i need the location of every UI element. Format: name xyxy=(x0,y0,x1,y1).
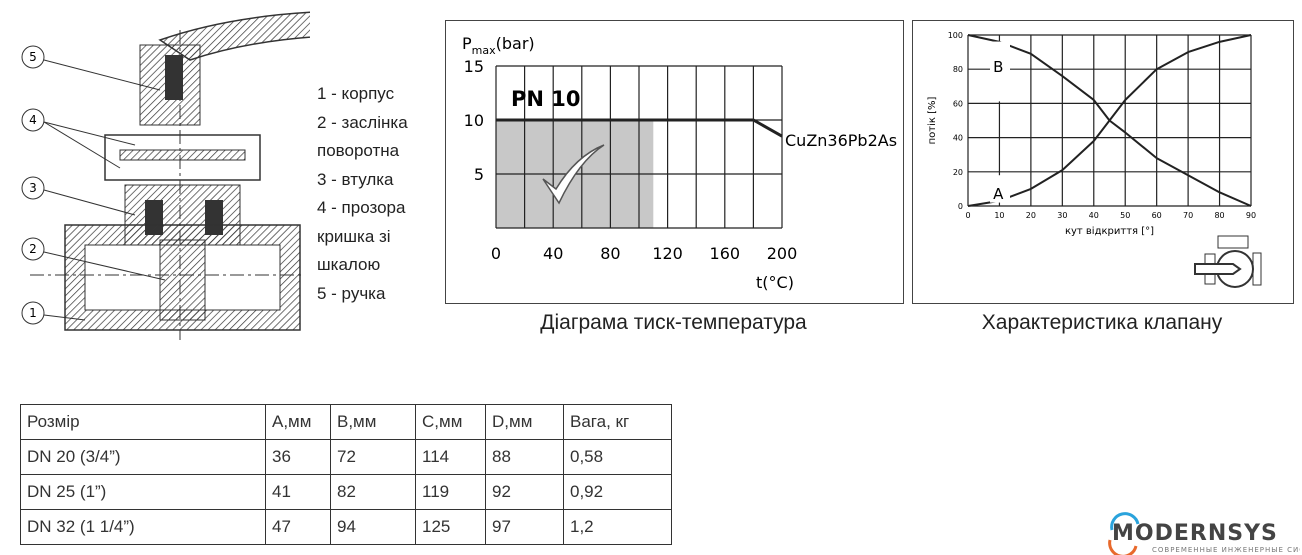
x-tick-label: 70 xyxy=(1183,211,1193,220)
legend-line: 4 - прозора xyxy=(317,198,406,217)
callout-1: 1 xyxy=(29,306,37,320)
svg-text:СОВРЕМЕННЫЕ ИНЖЕНЕРНЫЕ СИСТЕМЫ: СОВРЕМЕННЫЕ ИНЖЕНЕРНЫЕ СИСТЕМЫ xyxy=(1152,546,1300,554)
legend-line: 3 - втулка xyxy=(317,169,394,189)
cell: 88 xyxy=(485,439,564,475)
legend-line: 5 - ручка xyxy=(317,283,386,303)
table-row: DN 32 (1 1/4”) 47 94 125 97 1,2 xyxy=(20,509,672,545)
legend-line: 2 - заслінка xyxy=(317,112,408,132)
cell: DN 32 (1 1/4”) xyxy=(20,509,266,545)
cell: 119 xyxy=(415,474,486,510)
x-tick-label: 50 xyxy=(1120,211,1130,220)
cell: 36 xyxy=(265,439,331,475)
header-cell: Вага, кг xyxy=(563,404,672,440)
flow-characteristic-chart: 0 20 40 60 80 100 0 10 20 30 40 50 60 70 80 90 кут відкр… xyxy=(912,20,1294,304)
x-axis-label: кут відкриття [°] xyxy=(1065,225,1154,237)
y-tick-label: 0 xyxy=(958,202,963,211)
y-tick-label: 10 xyxy=(464,111,484,130)
label-bg xyxy=(990,175,1011,203)
x-tick-label: 40 xyxy=(1089,211,1099,220)
table-header-row: Розмір A,мм B,мм C,мм D,мм Вага, кг xyxy=(20,404,672,440)
header-cell: C,мм xyxy=(415,404,486,440)
cell: 0,58 xyxy=(563,439,672,475)
dimensions-table: Розмір A,мм B,мм C,мм D,мм Вага, кг DN 2… xyxy=(20,404,672,545)
header-cell: D,мм xyxy=(485,404,564,440)
x-tick-label: 40 xyxy=(543,244,563,263)
legend-line: поворотна xyxy=(317,141,400,160)
cell: DN 25 (1”) xyxy=(20,474,266,510)
cell: 97 xyxy=(485,509,564,545)
x-tick-label: 80 xyxy=(1214,211,1224,220)
header-cell: A,мм xyxy=(265,404,331,440)
flow-chart-caption: Характеристика клапану xyxy=(981,311,1223,334)
x-tick-label: 30 xyxy=(1057,211,1067,220)
legend-line: шкалою xyxy=(317,255,381,274)
pn-badge: PN 10 xyxy=(511,87,581,111)
callouts: 5 4 3 2 1 xyxy=(21,45,166,325)
svg-text:MODERNSYS: MODERNSYS xyxy=(1112,521,1278,546)
ball-plug xyxy=(159,239,206,321)
cell: 1,2 xyxy=(563,509,672,545)
parts-legend: 1 - корпус 2 - заслінка поворотна 3 - вт… xyxy=(317,80,408,308)
series-label-a: A xyxy=(993,185,1004,203)
valve-section-drawing: 5 4 3 2 1 xyxy=(21,11,310,340)
y-tick-label: 40 xyxy=(953,134,963,143)
x-tick-label: 60 xyxy=(1152,211,1162,220)
callout-5: 5 xyxy=(29,50,37,64)
y-tick-label: 20 xyxy=(953,168,963,177)
x-axis-label: t(°C) xyxy=(756,273,794,292)
y-tick-label: 80 xyxy=(953,65,963,74)
x-tick-label: 120 xyxy=(652,244,683,263)
x-tick-label: 0 xyxy=(491,244,501,263)
cell: DN 20 (3/4”) xyxy=(20,439,266,475)
pressure-line xyxy=(496,118,783,138)
cell: 41 xyxy=(265,474,331,510)
y-tick-label: 100 xyxy=(948,31,963,40)
table-row: DN 20 (3/4”) 36 72 114 88 0,58 xyxy=(20,439,672,475)
y-tick-label: 5 xyxy=(474,165,484,184)
cell: 72 xyxy=(330,439,416,475)
cell: 125 xyxy=(415,509,486,545)
label-bg xyxy=(990,41,1011,102)
cell: 0,92 xyxy=(563,474,672,510)
y-axis-label: потік [%] xyxy=(926,97,938,145)
x-tick-label: 90 xyxy=(1246,211,1256,220)
check-mark-icon xyxy=(542,144,605,205)
series-label-b: B xyxy=(993,58,1003,76)
valve-handle-icon xyxy=(1194,235,1262,288)
header-cell: B,мм xyxy=(330,404,416,440)
cell: 47 xyxy=(265,509,331,545)
callout-2: 2 xyxy=(29,242,37,256)
cell: 94 xyxy=(330,509,416,545)
x-tick-label: 10 xyxy=(994,211,1004,220)
callout-4: 4 xyxy=(29,113,37,127)
cell: 114 xyxy=(415,439,486,475)
x-tick-label: 80 xyxy=(600,244,620,263)
pressure-temperature-chart: 5 10 15 0 40 80 120 160 200 Pmax(bar) t(°C) PN 10 Cu… xyxy=(445,20,904,304)
modernsys-logo: MODERNSYS СОВРЕМЕННЫЕ ИНЖЕНЕРНЫЕ СИСТЕМЫ xyxy=(1100,510,1302,555)
y-tick-label: 15 xyxy=(464,57,484,76)
callout-3: 3 xyxy=(29,181,37,195)
header-cell: Розмір xyxy=(20,404,266,440)
cell: 82 xyxy=(330,474,416,510)
cell: 92 xyxy=(485,474,564,510)
table-row: DN 25 (1”) 41 82 119 92 0,92 xyxy=(20,474,672,510)
x-tick-label: 160 xyxy=(710,244,741,263)
pressure-chart-caption: Діаграма тиск-температура xyxy=(540,311,807,334)
legend-line: 1 - корпус xyxy=(317,84,395,103)
x-tick-label: 0 xyxy=(965,211,970,220)
curve-b xyxy=(967,34,1252,207)
series-label: CuZn36Pb2As xyxy=(785,131,897,150)
legend-line: кришка зі xyxy=(317,226,391,246)
y-tick-label: 60 xyxy=(953,99,963,108)
y-axis-label: Pmax(bar) xyxy=(462,34,535,57)
x-tick-label: 20 xyxy=(1026,211,1036,220)
x-tick-label: 200 xyxy=(767,244,798,263)
